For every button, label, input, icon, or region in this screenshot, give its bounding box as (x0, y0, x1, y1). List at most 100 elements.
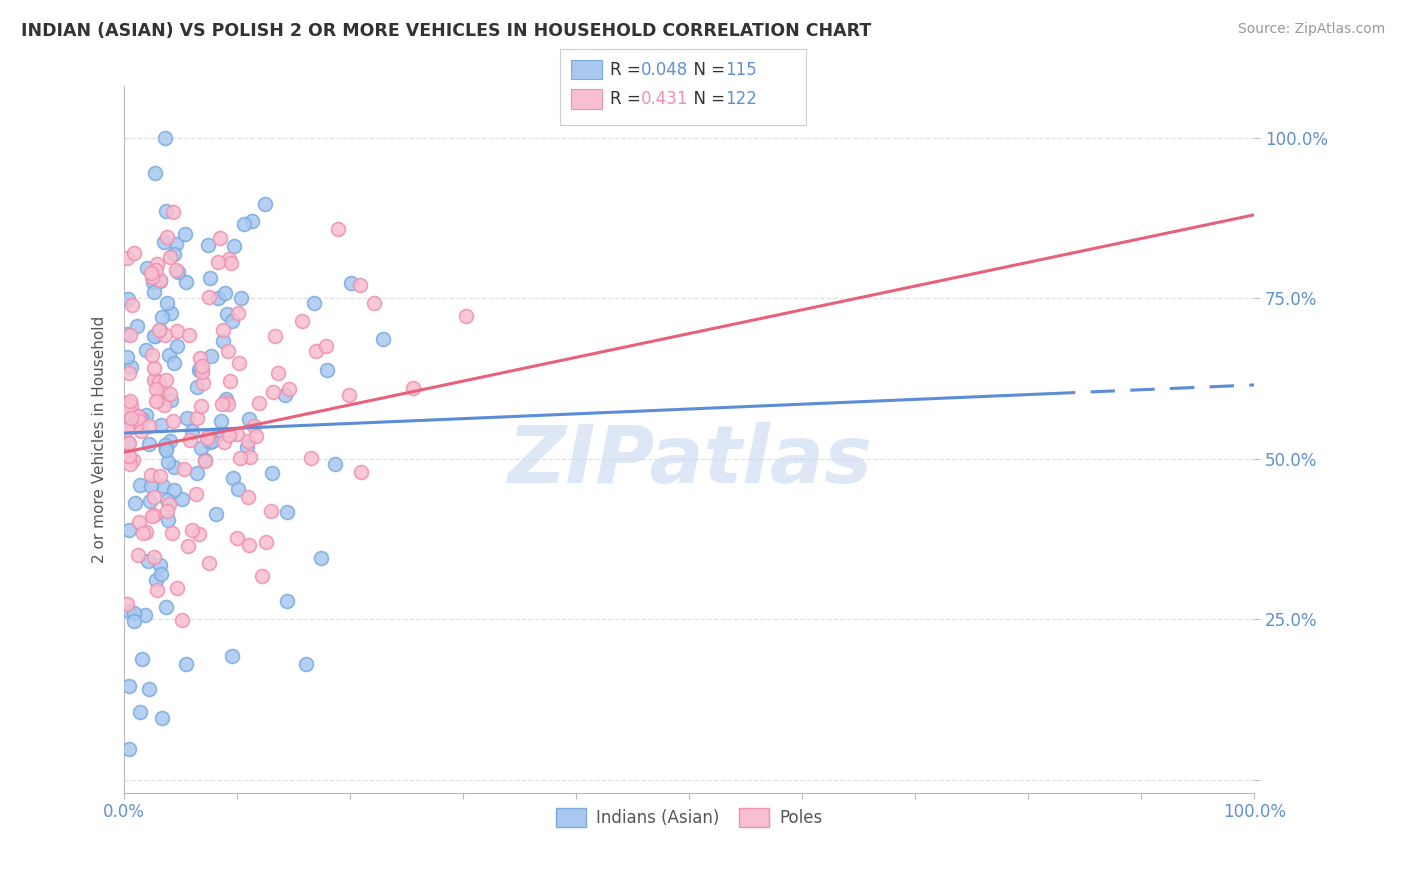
Point (218, 427, 240, 442)
Point (143, 549, 166, 564)
Point (117, 597, 139, 611)
Point (128, 516, 150, 530)
Point (135, 409, 157, 423)
Text: 0.048: 0.048 (641, 61, 689, 78)
Point (118, 457, 141, 471)
Point (254, 197, 277, 211)
Point (176, 539, 198, 553)
Point (160, 306, 183, 320)
Point (143, 490, 166, 504)
Point (122, 606, 145, 620)
Point (190, 442, 212, 456)
Point (238, 490, 260, 504)
Point (120, 394, 142, 409)
Point (149, 558, 172, 573)
Y-axis label: 2 or more Vehicles in Household: 2 or more Vehicles in Household (93, 316, 107, 563)
Point (186, 487, 208, 501)
Point (197, 238, 219, 252)
Point (143, 508, 166, 523)
Point (117, 435, 139, 450)
Point (260, 504, 283, 518)
Point (145, 374, 167, 388)
Point (221, 649, 243, 664)
Point (219, 374, 242, 388)
Point (135, 343, 157, 358)
Point (290, 313, 312, 327)
Point (132, 525, 155, 540)
Point (218, 252, 240, 266)
Point (229, 450, 252, 465)
Point (156, 230, 179, 244)
Point (117, 401, 139, 416)
Point (138, 681, 160, 696)
Point (267, 367, 290, 381)
Point (159, 387, 181, 401)
Point (323, 457, 346, 471)
Point (188, 351, 211, 365)
Point (120, 410, 142, 425)
Point (208, 231, 231, 245)
Point (142, 329, 165, 343)
Point (118, 742, 141, 756)
Point (125, 418, 148, 433)
Point (141, 348, 163, 362)
Point (141, 269, 163, 284)
Point (157, 348, 180, 362)
Point (166, 339, 188, 353)
Point (131, 411, 153, 425)
Point (131, 652, 153, 666)
Point (156, 455, 179, 469)
Point (215, 307, 238, 321)
Point (117, 252, 139, 266)
Point (146, 583, 169, 598)
Point (121, 297, 143, 311)
Point (170, 491, 193, 506)
Point (163, 356, 186, 370)
Point (212, 334, 235, 348)
Point (117, 403, 139, 417)
Point (239, 450, 262, 465)
Point (118, 327, 141, 342)
Text: Source: ZipAtlas.com: Source: ZipAtlas.com (1237, 22, 1385, 37)
Point (217, 344, 239, 359)
Point (117, 436, 139, 450)
Point (120, 398, 142, 412)
Point (219, 256, 242, 270)
Point (225, 531, 247, 545)
Point (167, 265, 190, 279)
Point (149, 323, 172, 337)
Point (215, 392, 238, 406)
Point (238, 538, 260, 552)
Point (156, 296, 179, 310)
Point (166, 581, 188, 595)
Point (191, 359, 214, 374)
Point (163, 460, 186, 475)
Point (197, 429, 219, 443)
Point (127, 548, 149, 562)
Point (145, 573, 167, 587)
Point (200, 349, 222, 363)
Point (229, 291, 252, 305)
Point (145, 262, 167, 277)
Point (228, 356, 250, 370)
Point (180, 523, 202, 537)
Point (160, 526, 183, 541)
Point (155, 600, 177, 615)
Point (143, 361, 166, 376)
Point (228, 306, 250, 320)
Point (156, 504, 179, 518)
Point (153, 130, 176, 145)
Point (349, 277, 371, 292)
Point (138, 437, 160, 451)
Point (149, 468, 172, 483)
Point (122, 419, 145, 434)
Point (146, 257, 169, 271)
Point (142, 285, 165, 299)
Point (254, 535, 277, 549)
Point (299, 451, 322, 466)
Point (316, 363, 339, 377)
Point (139, 468, 162, 483)
Point (155, 204, 177, 219)
Point (124, 496, 146, 510)
Point (136, 554, 159, 568)
